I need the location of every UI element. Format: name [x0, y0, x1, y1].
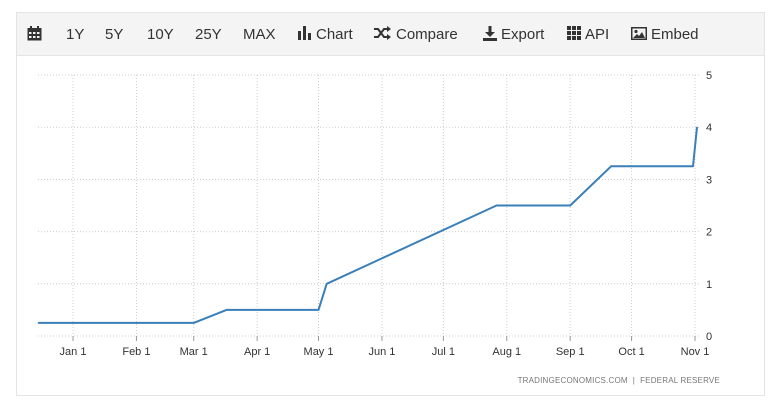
x-tick-label: Oct 1 [618, 346, 644, 358]
data-point [225, 309, 228, 311]
y-tick-label: 0 [706, 331, 712, 343]
range-5y-button[interactable]: 5Y [105, 26, 124, 43]
data-point [37, 322, 39, 324]
compare-button-label: Compare [396, 26, 458, 43]
source-attribution: TRADINGECONOMICS.COM | FEDERAL RESERVE [518, 376, 720, 385]
data-point [696, 126, 698, 128]
data-point [326, 283, 328, 285]
y-tick-label: 4 [706, 122, 712, 134]
chart-type-button[interactable]: Chart [298, 13, 353, 56]
series-line [38, 127, 698, 324]
data-point [193, 322, 195, 324]
x-tick-label: Feb 1 [122, 346, 150, 358]
x-tick-label: Aug 1 [492, 346, 521, 358]
source-provider: FEDERAL RESERVE [640, 376, 720, 385]
embed-button-label: Embed [651, 26, 699, 43]
x-tick-label: Jan 1 [60, 346, 87, 358]
api-button[interactable]: API [567, 13, 609, 56]
y-tick-label: 5 [706, 70, 712, 82]
data-point [495, 204, 498, 207]
bar-chart-icon [298, 26, 311, 41]
x-tick-label: Sep 1 [556, 346, 585, 358]
x-axis: Jan 1 Feb 1 Mar 1 Apr 1 May 1 Jun 1 Jul 1 Aug 1… [60, 336, 710, 358]
calendar-icon [27, 25, 42, 41]
y-tick-label: 3 [706, 174, 712, 186]
chart-widget: 1Y 5Y 10Y 25Y MAX Chart Compare [16, 12, 765, 396]
export-button[interactable]: Export [483, 13, 544, 56]
source-site: TRADINGECONOMICS.COM [517, 376, 628, 385]
grid-icon [567, 26, 581, 41]
data-point [692, 165, 694, 167]
x-tick-label: Nov 1 [681, 346, 710, 358]
export-button-label: Export [501, 26, 545, 43]
api-button-label: API [585, 26, 610, 43]
series-layer [37, 126, 698, 324]
y-tick-label: 2 [706, 227, 712, 239]
image-icon [631, 26, 647, 40]
data-point [610, 165, 612, 167]
source-separator: | [632, 376, 636, 385]
range-25y-button[interactable]: 25Y [195, 26, 222, 43]
x-tick-label: May 1 [304, 346, 334, 358]
data-point [569, 204, 571, 207]
data-point [317, 309, 320, 311]
x-tick-label: Mar 1 [180, 346, 208, 358]
y-axis: 0 1 2 3 4 5 [706, 70, 712, 343]
shuffle-icon [374, 26, 391, 41]
range-max-button[interactable]: MAX [243, 26, 276, 43]
x-tick-label: Apr 1 [244, 346, 270, 358]
range-1y-button[interactable]: 1Y [66, 26, 85, 43]
calendar-button[interactable] [27, 13, 46, 56]
x-tick-label: Jul 1 [432, 346, 455, 358]
chart-button-label: Chart [316, 26, 353, 43]
range-10y-button[interactable]: 10Y [147, 26, 174, 43]
download-icon [483, 25, 497, 41]
compare-button[interactable]: Compare [374, 13, 458, 56]
embed-button[interactable]: Embed [631, 13, 699, 56]
chart-grid [38, 74, 699, 337]
y-tick-label: 1 [706, 279, 712, 291]
chart-toolbar: 1Y 5Y 10Y 25Y MAX Chart Compare [17, 13, 764, 56]
x-tick-label: Jun 1 [368, 346, 395, 358]
